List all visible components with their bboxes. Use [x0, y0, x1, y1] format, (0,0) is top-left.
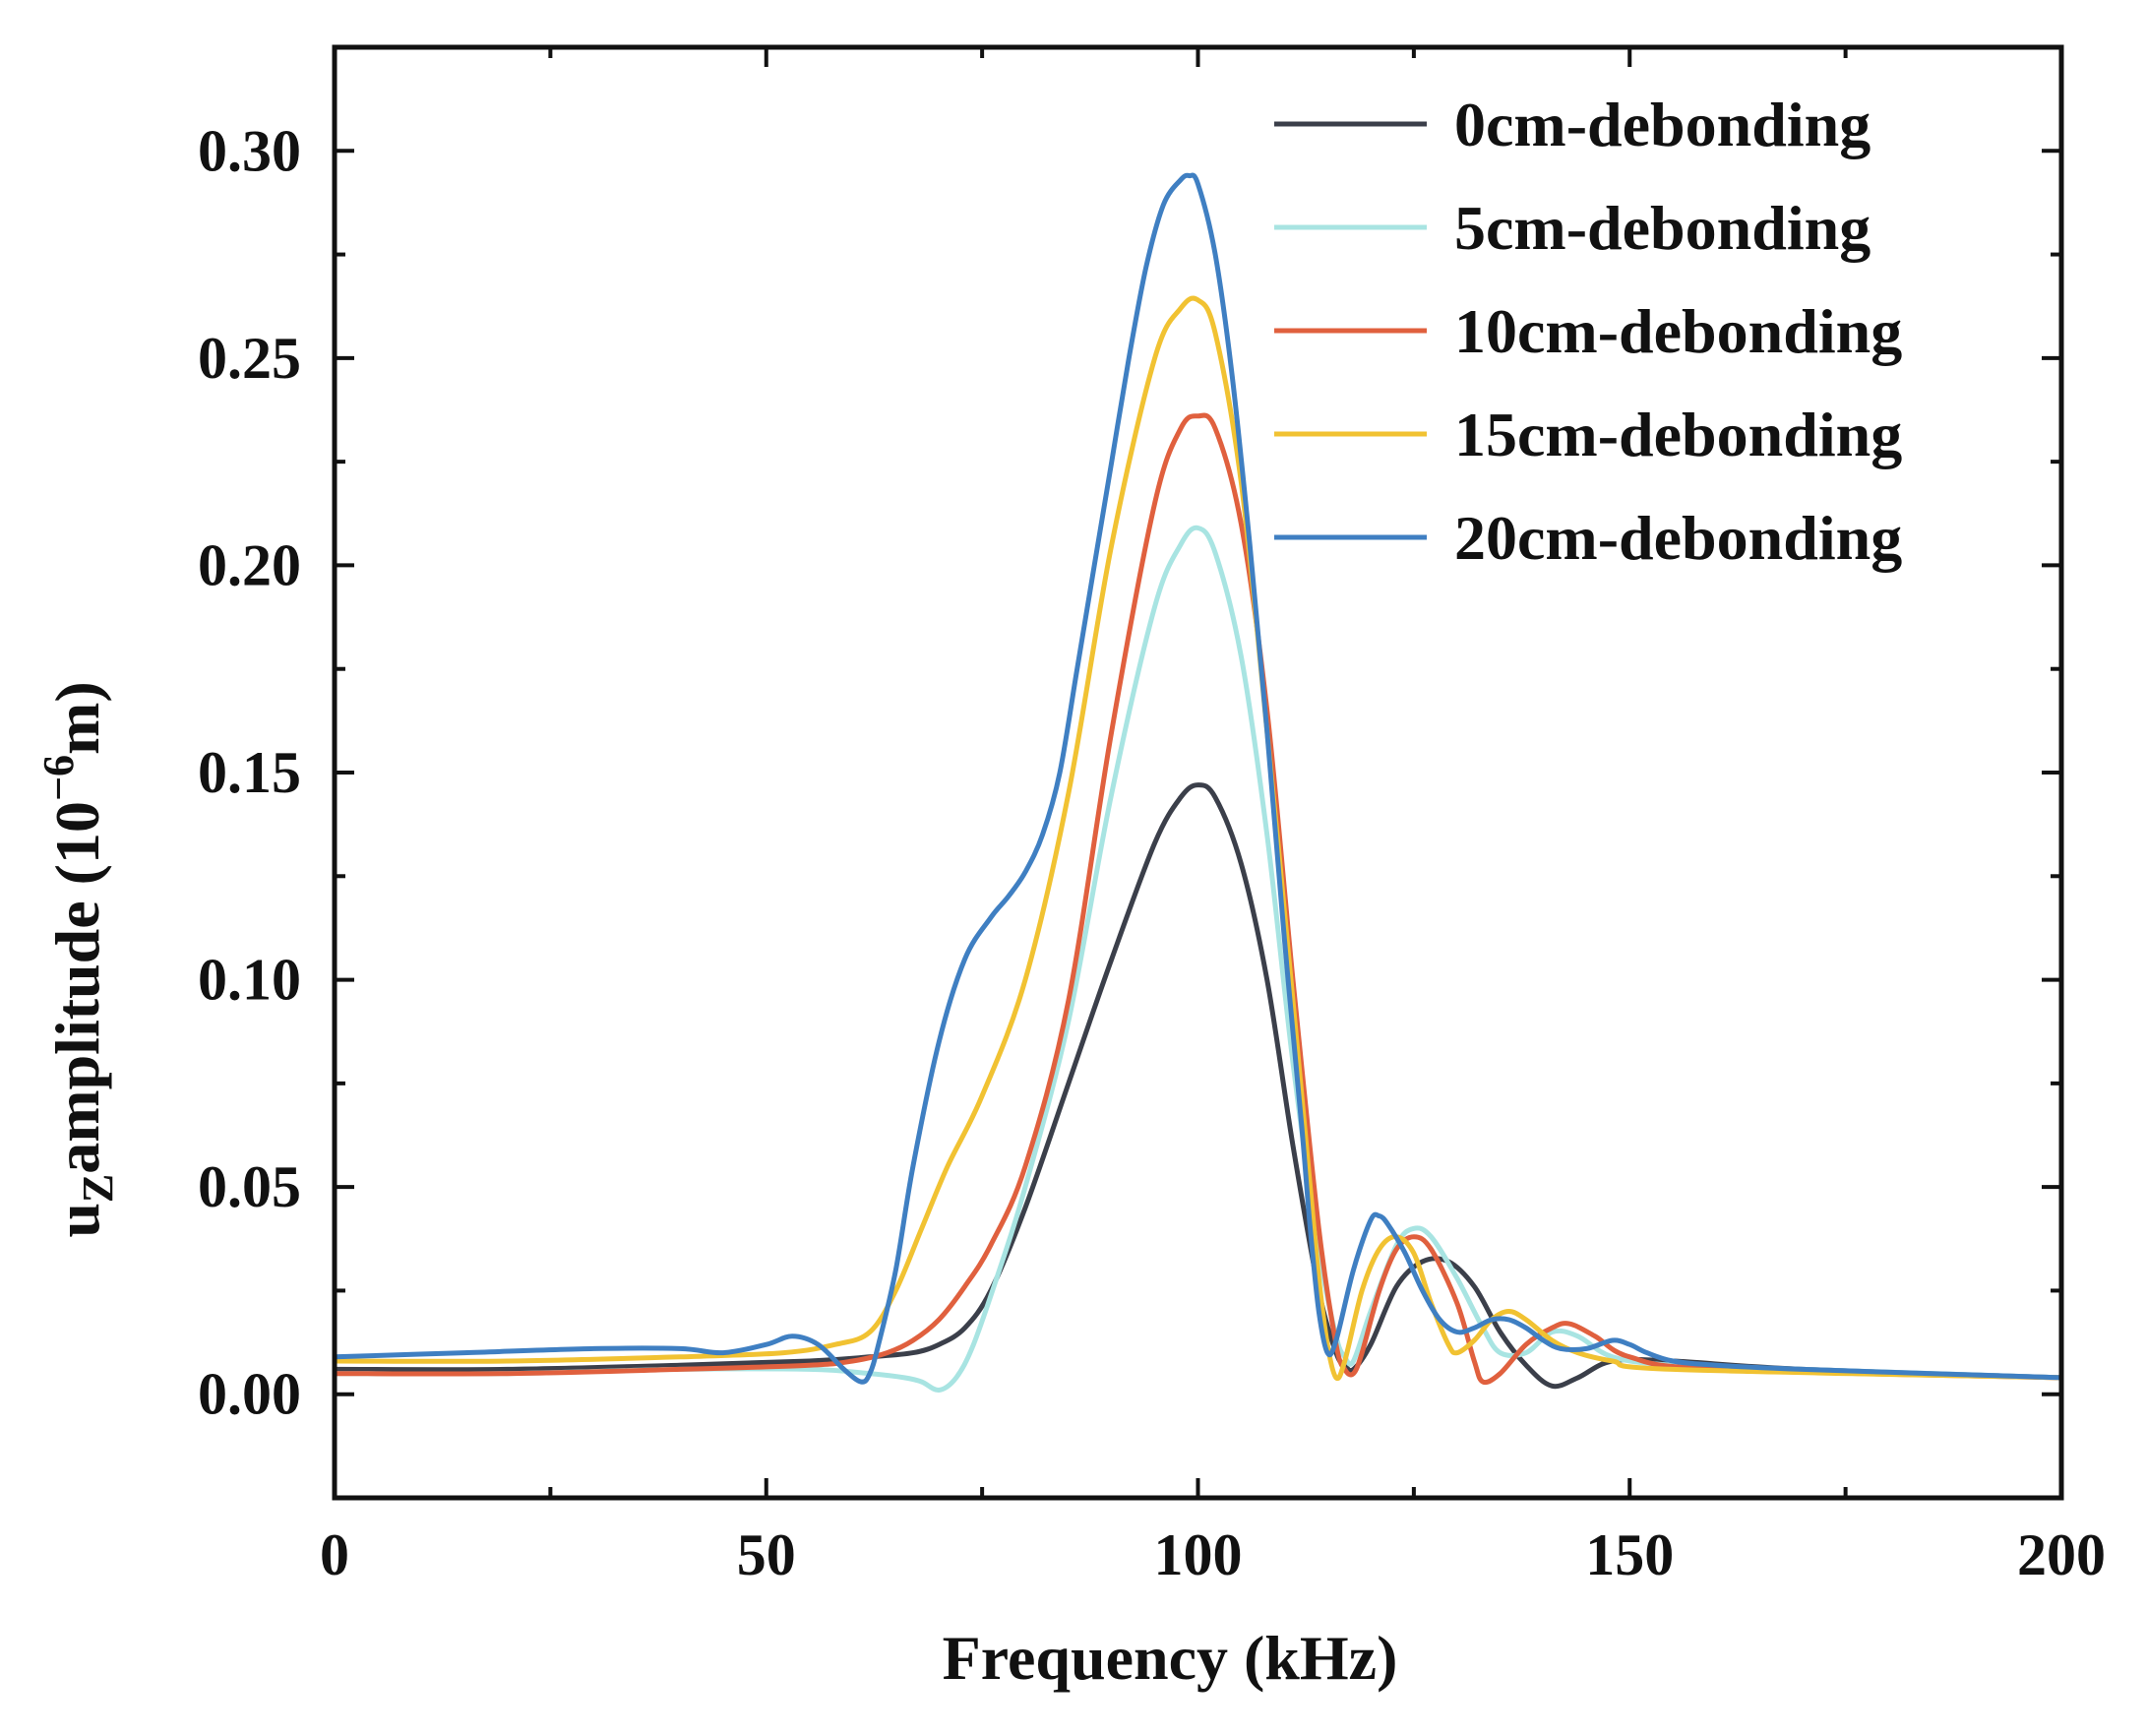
- x-axis-title: Frequency (kHz): [943, 1623, 1398, 1693]
- y-tick-label: 0.20: [198, 532, 301, 597]
- y-tick-label: 0.05: [198, 1154, 301, 1219]
- ticks-layer: [333, 47, 2063, 1498]
- x-tick-label: 200: [2017, 1522, 2106, 1587]
- y-axis-title-base: u: [42, 1203, 112, 1238]
- y-tick-label: 0.10: [198, 948, 301, 1013]
- y-axis-title-subscript: Z: [74, 1174, 122, 1203]
- labels-layer: 0 50 100 150 200 0.00 0.05 0.10 0.15 0.20 0.25 0.30: [198, 118, 2106, 1587]
- legend-label-5cm-debonding: 5cm-debonding: [1454, 193, 1871, 263]
- y-tick-label: 0.15: [198, 740, 301, 805]
- y-tick-label: 0.30: [198, 118, 301, 183]
- y-axis-title-unit: m): [42, 681, 112, 755]
- legend-label-15cm-debonding: 15cm-debonding: [1454, 400, 1902, 469]
- series-line-20cm-debonding: [332, 172, 2064, 1385]
- legend-label-0cm-debonding: 0cm-debonding: [1454, 90, 1871, 159]
- series-line-0cm-debonding: [332, 782, 2064, 1390]
- x-tick-label: 0: [320, 1522, 349, 1587]
- y-tick-label: 0.00: [198, 1362, 301, 1427]
- series-layer: [332, 172, 2064, 1394]
- x-tick-label: 100: [1154, 1522, 1243, 1587]
- x-tick-label: 50: [737, 1522, 796, 1587]
- y-axis-title-superscript: −6: [34, 755, 83, 801]
- legend-label-20cm-debonding: 20cm-debonding: [1454, 503, 1902, 573]
- x-tick-label: 150: [1585, 1522, 1674, 1587]
- y-tick-label: 0.25: [198, 326, 301, 391]
- legend: 0cm-debonding 5cm-debonding 10cm-debonding…: [1274, 90, 1902, 573]
- legend-label-10cm-debonding: 10cm-debonding: [1454, 296, 1902, 366]
- y-axis-title-text: amplitude (10: [42, 801, 112, 1174]
- y-axis-title: uZamplitude (10−6m): [34, 681, 122, 1237]
